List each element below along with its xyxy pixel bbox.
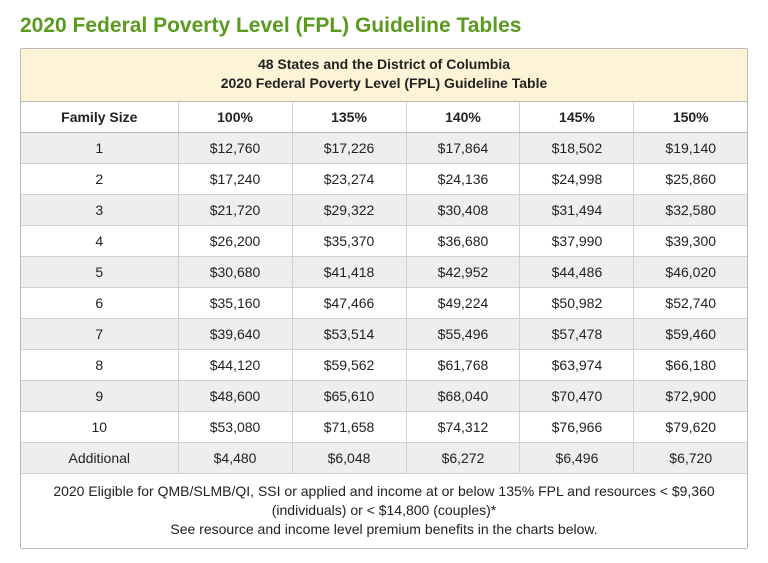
table-cell: $59,562 [292,349,406,380]
table-cell: $70,470 [520,380,634,411]
table-row: 7$39,640$53,514$55,496$57,478$59,460 [21,318,747,349]
table-row: 5$30,680$41,418$42,952$44,486$46,020 [21,256,747,287]
table-cell: $24,136 [406,163,520,194]
table-cell: $30,408 [406,194,520,225]
table-cell: 3 [21,194,178,225]
col-100pct: 100% [178,101,292,132]
table-cell: 9 [21,380,178,411]
table-row: 2$17,240$23,274$24,136$24,998$25,860 [21,163,747,194]
table-row: 8$44,120$59,562$61,768$63,974$66,180 [21,349,747,380]
table-cell: $79,620 [634,411,747,442]
table-cell: $52,740 [634,287,747,318]
table-row: 10$53,080$71,658$74,312$76,966$79,620 [21,411,747,442]
table-cell: $68,040 [406,380,520,411]
table-cell: $57,478 [520,318,634,349]
table-cell: $59,460 [634,318,747,349]
table-cell: $74,312 [406,411,520,442]
table-cell: $29,322 [292,194,406,225]
col-135pct: 135% [292,101,406,132]
table-cell: $23,274 [292,163,406,194]
col-family-size: Family Size [21,101,178,132]
table-cell: $76,966 [520,411,634,442]
table-caption-line2: 2020 Federal Poverty Level (FPL) Guideli… [221,75,548,91]
page-title: 2020 Federal Poverty Level (FPL) Guideli… [20,14,748,38]
table-cell: $21,720 [178,194,292,225]
table-cell: $25,860 [634,163,747,194]
table-cell: $48,600 [178,380,292,411]
table-cell: $6,048 [292,442,406,473]
table-cell: $18,502 [520,132,634,163]
table-row: 4$26,200$35,370$36,680$37,990$39,300 [21,225,747,256]
col-150pct: 150% [634,101,747,132]
table-cell: $35,160 [178,287,292,318]
table-cell: $31,494 [520,194,634,225]
table-row: 6$35,160$47,466$49,224$50,982$52,740 [21,287,747,318]
table-cell: $36,680 [406,225,520,256]
footnote-line2: See resource and income level premium be… [170,521,597,537]
fpl-table-container: 48 States and the District of Columbia 2… [20,48,748,549]
col-140pct: 140% [406,101,520,132]
table-cell: $17,226 [292,132,406,163]
table-cell: 6 [21,287,178,318]
table-cell: Additional [21,442,178,473]
table-cell: $49,224 [406,287,520,318]
table-cell: $39,300 [634,225,747,256]
table-cell: 1 [21,132,178,163]
table-cell: 4 [21,225,178,256]
table-cell: $72,900 [634,380,747,411]
table-cell: $44,486 [520,256,634,287]
table-row: Additional$4,480$6,048$6,272$6,496$6,720 [21,442,747,473]
table-cell: $24,998 [520,163,634,194]
table-cell: $6,272 [406,442,520,473]
table-caption-line1: 48 States and the District of Columbia [258,56,510,72]
table-cell: $35,370 [292,225,406,256]
table-cell: $42,952 [406,256,520,287]
table-cell: $41,418 [292,256,406,287]
table-cell: $46,020 [634,256,747,287]
table-cell: $37,990 [520,225,634,256]
table-row: 9$48,600$65,610$68,040$70,470$72,900 [21,380,747,411]
table-body: 1$12,760$17,226$17,864$18,502$19,1402$17… [21,132,747,473]
table-cell: $63,974 [520,349,634,380]
table-cell: 2 [21,163,178,194]
table-cell: 10 [21,411,178,442]
table-cell: $66,180 [634,349,747,380]
table-row: 1$12,760$17,226$17,864$18,502$19,140 [21,132,747,163]
table-cell: $55,496 [406,318,520,349]
table-cell: $61,768 [406,349,520,380]
col-145pct: 145% [520,101,634,132]
table-cell: $53,514 [292,318,406,349]
table-header-row: Family Size 100% 135% 140% 145% 150% [21,101,747,132]
table-footnote-row: 2020 Eligible for QMB/SLMB/QI, SSI or ap… [21,473,747,548]
table-cell: $39,640 [178,318,292,349]
fpl-table: 48 States and the District of Columbia 2… [21,49,747,548]
table-cell: $71,658 [292,411,406,442]
table-cell: 8 [21,349,178,380]
table-cell: $47,466 [292,287,406,318]
table-cell: $6,720 [634,442,747,473]
table-cell: $65,610 [292,380,406,411]
table-cell: $32,580 [634,194,747,225]
table-cell: $19,140 [634,132,747,163]
table-cell: $12,760 [178,132,292,163]
table-cell: $17,864 [406,132,520,163]
table-row: 3$21,720$29,322$30,408$31,494$32,580 [21,194,747,225]
table-cell: $6,496 [520,442,634,473]
footnote-line1: 2020 Eligible for QMB/SLMB/QI, SSI or ap… [53,483,714,518]
table-cell: 5 [21,256,178,287]
table-cell: $26,200 [178,225,292,256]
table-cell: $30,680 [178,256,292,287]
table-cell: $17,240 [178,163,292,194]
table-caption-row: 48 States and the District of Columbia 2… [21,49,747,101]
table-cell: $4,480 [178,442,292,473]
table-cell: 7 [21,318,178,349]
table-cell: $53,080 [178,411,292,442]
table-cell: $44,120 [178,349,292,380]
table-cell: $50,982 [520,287,634,318]
